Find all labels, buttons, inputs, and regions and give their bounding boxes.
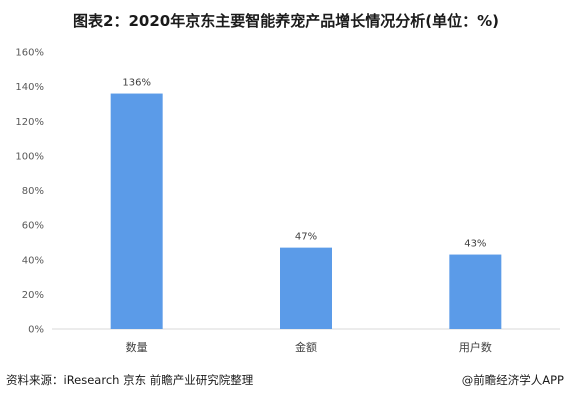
category-label: 数量 — [126, 341, 148, 354]
data-label: 47% — [295, 232, 317, 243]
chart-title: 图表2：2020年京东主要智能养宠产品增长情况分析(单位：%) — [73, 12, 499, 30]
y-tick-label: 40% — [22, 255, 44, 266]
source-text: 资料来源：iResearch 京东 前瞻产业研究院整理 — [6, 373, 254, 387]
bar-chart: 0% 20% 40% 60% 80% 100% 120% 140% 160% 136% 47% 43… — [15, 48, 560, 354]
brand-text: @前瞻经济学人APP — [461, 373, 564, 387]
bar — [110, 93, 163, 329]
y-tick-label: 20% — [22, 290, 44, 301]
y-tick-label: 140% — [15, 82, 44, 93]
data-labels: 136% 47% 43% — [122, 78, 486, 250]
footer: 资料来源：iResearch 京东 前瞻产业研究院整理 @前瞻经济学人APP — [0, 372, 572, 392]
bar — [280, 247, 332, 329]
y-tick-label: 120% — [15, 117, 44, 128]
data-label: 136% — [122, 78, 151, 89]
bars — [110, 93, 502, 329]
y-tick-label: 0% — [28, 325, 44, 336]
y-tick-label: 160% — [15, 48, 44, 59]
category-label: 用户数 — [459, 340, 492, 354]
y-tick-label: 60% — [22, 221, 44, 232]
y-axis-ticks: 0% 20% 40% 60% 80% 100% 120% 140% 160% — [15, 48, 44, 336]
category-labels: 数量 金额 用户数 — [126, 340, 492, 354]
bar — [449, 254, 502, 329]
data-label: 43% — [464, 239, 486, 250]
y-tick-label: 100% — [15, 151, 44, 162]
category-label: 金额 — [295, 340, 317, 354]
y-tick-label: 80% — [22, 186, 44, 197]
